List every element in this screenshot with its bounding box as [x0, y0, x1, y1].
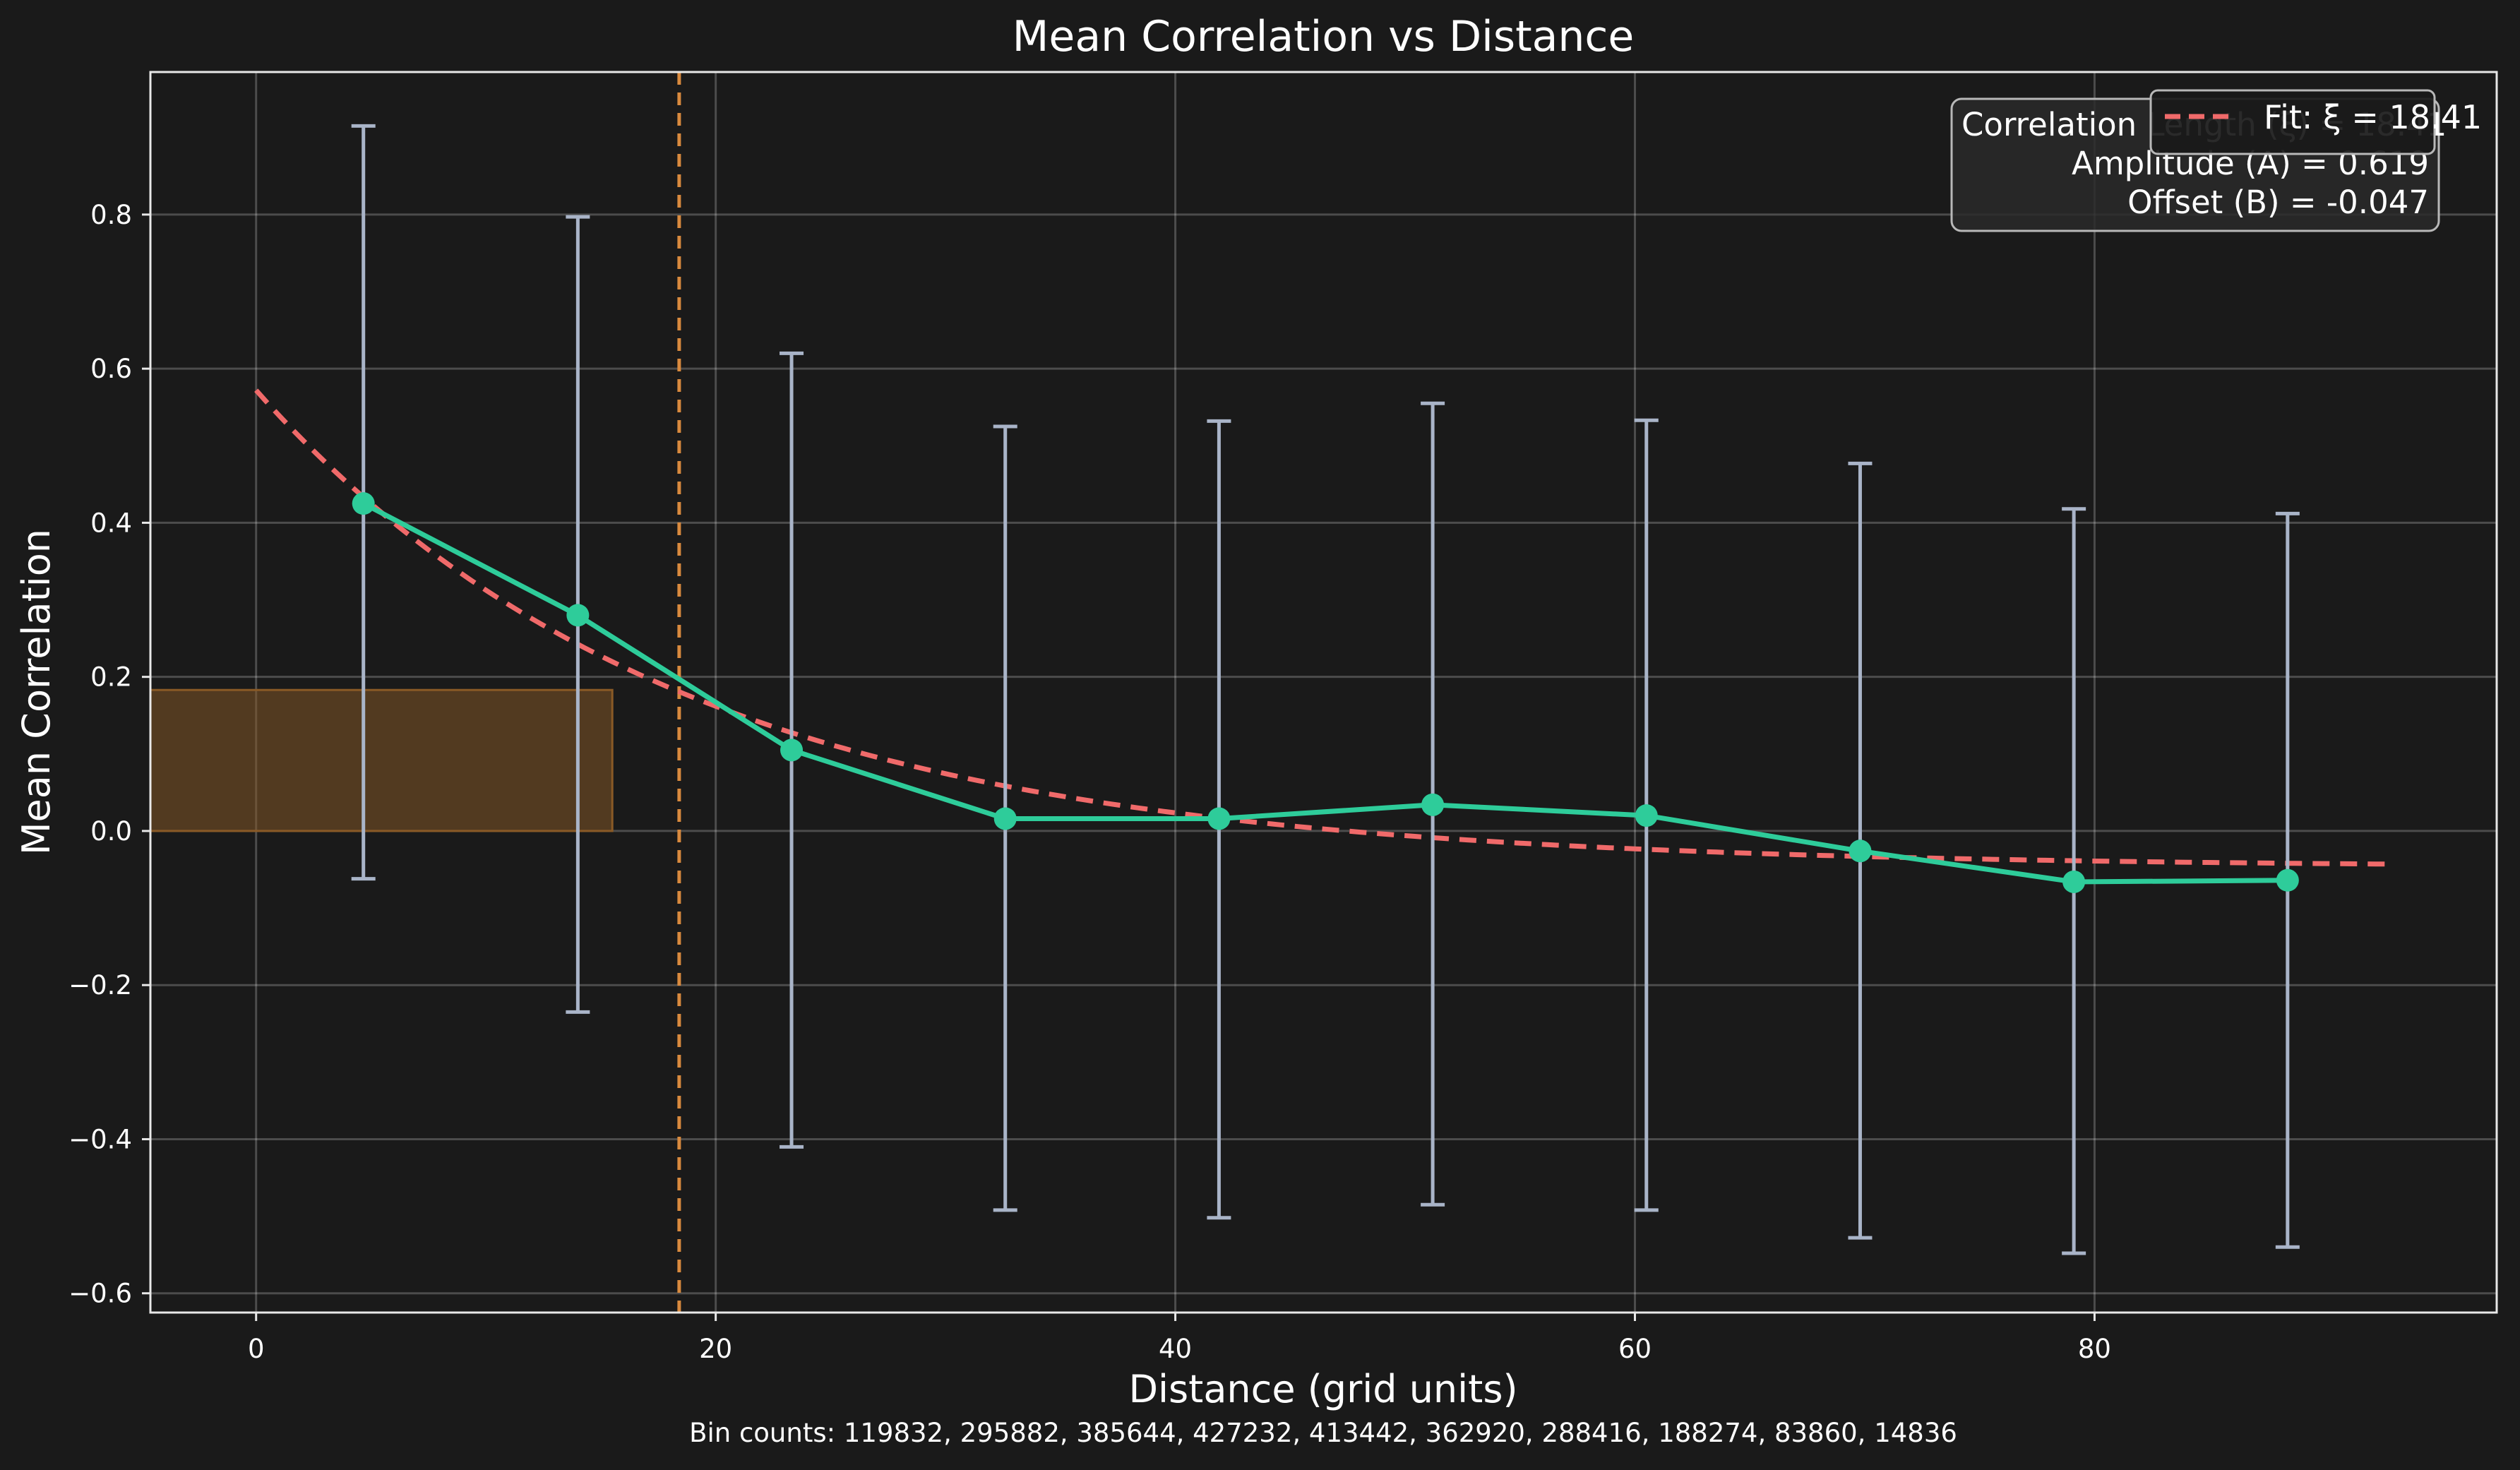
shaded-region-group [149, 688, 614, 832]
legend: Fit: ξ = 18.41 [2149, 89, 2482, 155]
x-axis-label: Distance (grid units) [1128, 1367, 1517, 1411]
bin-counts-note: Bin counts: 119832, 295882, 385644, 4272… [689, 1418, 1957, 1448]
data-point [352, 492, 375, 515]
series-line [362, 501, 2288, 885]
series-group [352, 492, 2299, 893]
x-tick-label: 80 [2078, 1334, 2111, 1364]
x-tick-label: 0 [248, 1334, 265, 1364]
legend-fit-label: Fit: ξ = 18.41 [2264, 98, 2482, 136]
x-tick-label: 60 [1618, 1334, 1652, 1364]
data-point [1421, 793, 1445, 816]
data-point [1207, 807, 1231, 830]
data-point [566, 604, 590, 627]
chart-title: Mean Correlation vs Distance [1013, 12, 1635, 61]
legend-box [2149, 89, 2436, 155]
ticks-group: 0 20 40 60 80 −0.6 −0.4 −0.2 0.0 0.2 0.4 0.6 0.8 [68, 200, 2111, 1364]
data-point [1635, 804, 1658, 827]
y-tick-label: −0.6 [68, 1279, 132, 1309]
annotation-line-3: Offset (B) = -0.047 [2127, 184, 2429, 221]
data-point [780, 739, 804, 762]
shaded-region [149, 688, 614, 832]
plot-frame [149, 71, 2498, 1314]
data-point [2276, 868, 2299, 892]
y-tick-label: −0.4 [68, 1124, 132, 1154]
data-point [1849, 839, 1872, 863]
y-tick-label: 0.0 [90, 816, 132, 847]
fit-curve-group [254, 388, 2394, 867]
data-point [2062, 870, 2086, 893]
y-axis-label: Mean Correlation [14, 529, 59, 855]
y-tick-label: 0.4 [90, 508, 132, 538]
y-tick-label: 0.6 [90, 354, 132, 384]
fit-curve [254, 388, 2394, 867]
data-point [993, 807, 1017, 830]
x-tick-label: 40 [1159, 1334, 1192, 1364]
y-tick-label: 0.8 [90, 200, 132, 230]
y-tick-label: −0.2 [68, 970, 132, 1000]
y-tick-label: 0.2 [90, 662, 132, 693]
x-tick-label: 20 [699, 1334, 732, 1364]
